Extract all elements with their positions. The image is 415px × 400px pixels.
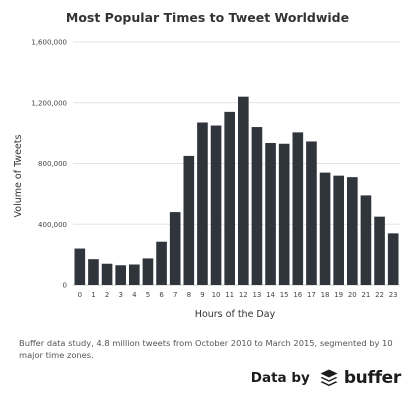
x-tick-label: 15	[280, 291, 289, 299]
x-tick-label: 23	[389, 291, 398, 299]
data-by-label: Data by	[250, 370, 310, 386]
buffer-stack-icon	[319, 368, 339, 388]
bar-hour-15	[278, 143, 290, 285]
bar-hour-13	[251, 127, 263, 285]
bar-hour-4	[128, 264, 140, 285]
buffer-logo-word: buffer	[343, 368, 401, 388]
x-tick-label: 2	[105, 291, 109, 299]
bar-hour-21	[360, 195, 372, 285]
x-tick-label: 21	[361, 291, 370, 299]
x-tick-label: 14	[266, 291, 275, 299]
x-tick-label: 10	[212, 291, 221, 299]
x-tick-label: 0	[78, 291, 82, 299]
bar-hour-2	[101, 263, 113, 285]
x-axis-title: Hours of the Day	[195, 309, 276, 320]
chart-title: Most Popular Times to Tweet Worldwide	[65, 10, 350, 25]
bar-hour-9	[197, 122, 208, 286]
y-tick-label: 1,600,000	[31, 39, 67, 47]
x-tick-label: 20	[348, 291, 357, 299]
bars	[74, 96, 399, 286]
bar-hour-1	[88, 259, 99, 285]
x-tick-labels: 0 1 2 3 4 5 6 7 8 9 10 11 12 13 14 15 16 17 18 19 20 21 22 23	[78, 291, 398, 299]
x-tick-label: 4	[132, 291, 137, 299]
bar-hour-7	[169, 212, 181, 285]
y-tick-label: 0	[63, 282, 67, 290]
bar-hour-6	[156, 241, 167, 285]
bar-hour-8	[183, 155, 195, 285]
chart-caption: Buffer data study, 4.8 million tweets fr…	[19, 338, 393, 360]
y-tick-label: 400,000	[38, 221, 67, 229]
bar-hour-22	[374, 216, 385, 285]
x-tick-label: 5	[146, 291, 150, 299]
y-tick-labels: 0 400,000 800,000 1,200,000 1,600,000	[31, 39, 67, 290]
x-tick-label: 1	[91, 291, 95, 299]
x-tick-label: 22	[375, 291, 384, 299]
x-tick-label: 12	[239, 291, 248, 299]
bar-hour-14	[265, 142, 276, 285]
x-tick-label: 6	[159, 291, 164, 299]
bar-hour-16	[292, 132, 304, 285]
bar-hour-23	[387, 233, 399, 285]
x-tick-label: 19	[334, 291, 343, 299]
bar-hour-3	[115, 265, 127, 285]
bar-hour-17	[306, 141, 317, 285]
x-tick-label: 16	[293, 291, 302, 299]
y-axis-title: Volume of Tweets	[13, 135, 24, 218]
data-by-buffer-branding: Data by buffer	[250, 368, 402, 388]
bar-hour-18	[319, 172, 331, 285]
bar-hour-19	[333, 175, 345, 285]
bar-hour-10	[210, 125, 222, 285]
x-tick-label: 8	[187, 291, 191, 299]
bar-hour-0	[74, 248, 86, 285]
x-tick-label: 11	[225, 291, 234, 299]
gridlines	[73, 41, 400, 286]
y-tick-label: 1,200,000	[31, 99, 67, 107]
bar-hour-11	[224, 111, 236, 285]
x-tick-label: 18	[321, 291, 330, 299]
bar-hour-20	[346, 177, 358, 285]
x-tick-label: 7	[173, 291, 177, 299]
x-tick-label: 13	[252, 291, 261, 299]
bar-hour-5	[142, 258, 154, 285]
bar-hour-12	[237, 96, 249, 285]
y-tick-label: 800,000	[38, 160, 67, 168]
x-tick-label: 17	[307, 291, 316, 299]
x-tick-label: 3	[118, 291, 122, 299]
x-tick-label: 9	[200, 291, 204, 299]
